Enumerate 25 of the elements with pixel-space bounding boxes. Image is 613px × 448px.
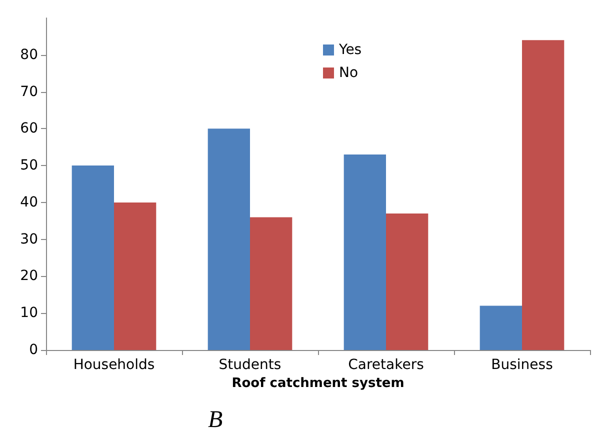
- x-axis-title: Roof catchment system: [232, 376, 404, 391]
- legend-label: Yes: [338, 42, 362, 58]
- y-tick-label: 0: [29, 342, 38, 358]
- y-tick-label: 70: [20, 84, 38, 100]
- bar: [208, 128, 250, 350]
- x-tick-label: Households: [73, 357, 155, 373]
- y-tick-label: 20: [20, 268, 38, 284]
- bar: [344, 154, 386, 350]
- bar: [522, 40, 564, 350]
- x-tick-label: Business: [491, 357, 553, 373]
- legend-label: No: [339, 65, 358, 81]
- text: B: [208, 407, 223, 433]
- y-tick-label: 80: [20, 46, 38, 63]
- y-tick-label: 10: [20, 305, 38, 322]
- bar: [250, 217, 292, 350]
- y-tick-label: 30: [20, 231, 38, 248]
- bar: [72, 166, 114, 350]
- x-tick-label: Caretakers: [348, 357, 424, 373]
- bar: [114, 202, 156, 350]
- bar: [386, 214, 428, 350]
- y-tick-label: 40: [20, 194, 38, 210]
- x-tick-label: Students: [218, 357, 282, 373]
- y-tick-label: 60: [20, 120, 38, 137]
- bar: [480, 306, 522, 350]
- y-tick-label: 50: [20, 158, 38, 174]
